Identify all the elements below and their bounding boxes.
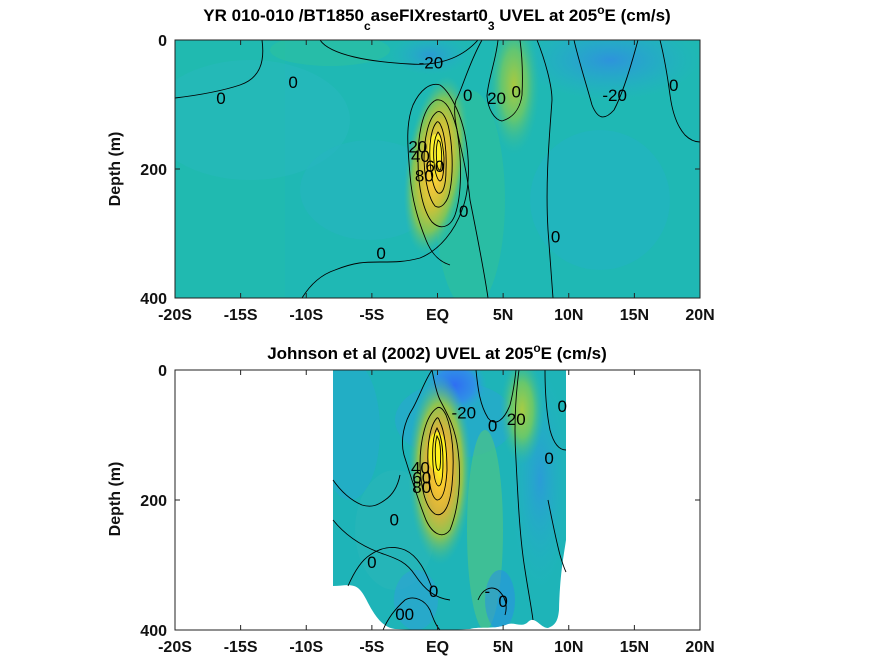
contour-label: 0	[459, 202, 468, 221]
contour-label: 40	[411, 147, 430, 166]
panel-1-contours	[175, 40, 700, 298]
contour-label: -20	[602, 86, 627, 105]
panel-2-x-ticks: -20S -15S -10S -5S EQ 5N 10N 15N 20N	[158, 370, 715, 656]
panel-2-title: Johnson et al (2002) UVEL at 205oE (cm/s…	[267, 341, 607, 363]
x-tick-label: -5S	[359, 307, 384, 324]
y-tick-label: 400	[140, 291, 167, 308]
x-tick-label: -5S	[359, 639, 384, 656]
contour-label: 80	[412, 478, 431, 497]
x-tick-label: -10S	[289, 307, 323, 324]
y-tick-label: 200	[140, 493, 167, 510]
panel-1-x-ticks: -20S -15S -10S -5S EQ 5N 10N 15N 20N	[158, 40, 715, 324]
y-tick-label: 200	[140, 162, 167, 179]
y-tick-label: 400	[140, 623, 167, 640]
x-tick-label: EQ	[426, 639, 449, 656]
contour-label: 20	[408, 137, 427, 156]
panel-2-contours	[332, 370, 567, 630]
contour-label: 0	[288, 73, 297, 92]
x-tick-label: 20N	[685, 307, 714, 324]
contour-label: -20	[419, 54, 444, 73]
contour-label: 0	[216, 89, 225, 108]
contour-label: -	[485, 582, 491, 601]
contour-label: 80	[415, 166, 434, 185]
contour-label: 60	[425, 157, 444, 176]
contour-label: 0	[389, 511, 398, 530]
x-tick-label: 5N	[493, 639, 513, 656]
contour-label: -20	[451, 403, 476, 422]
x-tick-label: 15N	[620, 639, 649, 656]
contour-label: 0	[488, 416, 497, 435]
contour-label: 0	[367, 553, 376, 572]
contour-label: 0	[669, 76, 678, 95]
panel-1-y-label: Depth (m)	[107, 132, 124, 207]
contour-label: 20	[487, 89, 506, 108]
x-tick-label: -20S	[158, 307, 192, 324]
y-tick-label: 0	[158, 363, 167, 380]
contour-label: 0	[463, 86, 472, 105]
contour-label: 0	[498, 592, 507, 611]
x-tick-label: -20S	[158, 639, 192, 656]
contour-label: 0	[512, 83, 521, 102]
x-tick-label: 5N	[493, 307, 513, 324]
contour-label: 0	[557, 397, 566, 416]
x-tick-label: 20N	[685, 639, 714, 656]
contour-label: 0	[551, 228, 560, 247]
panel-1-title: YR 010-010 /BT1850caseFIXrestart03 UVEL …	[203, 3, 670, 33]
panel-1: YR 010-010 /BT1850caseFIXrestart03 UVEL …	[107, 3, 715, 324]
contour-label: 60	[412, 468, 431, 487]
x-tick-label: 10N	[554, 307, 583, 324]
x-tick-label: -10S	[289, 639, 323, 656]
panel-2-y-label: Depth (m)	[107, 462, 124, 537]
x-tick-label: -15S	[224, 639, 258, 656]
contour-label: 40	[411, 459, 430, 478]
x-tick-label: 15N	[620, 307, 649, 324]
x-tick-label: 10N	[554, 639, 583, 656]
y-tick-label: 0	[158, 33, 167, 50]
contour-label: 20	[507, 410, 526, 429]
panel-2: Johnson et al (2002) UVEL at 205oE (cm/s…	[107, 341, 715, 656]
contour-label: 0	[376, 244, 385, 263]
contour-label: 00	[395, 605, 414, 624]
x-tick-label: -15S	[224, 307, 258, 324]
contour-label: 0	[429, 582, 438, 601]
x-tick-label: EQ	[426, 307, 449, 324]
contour-label: 0	[544, 449, 553, 468]
